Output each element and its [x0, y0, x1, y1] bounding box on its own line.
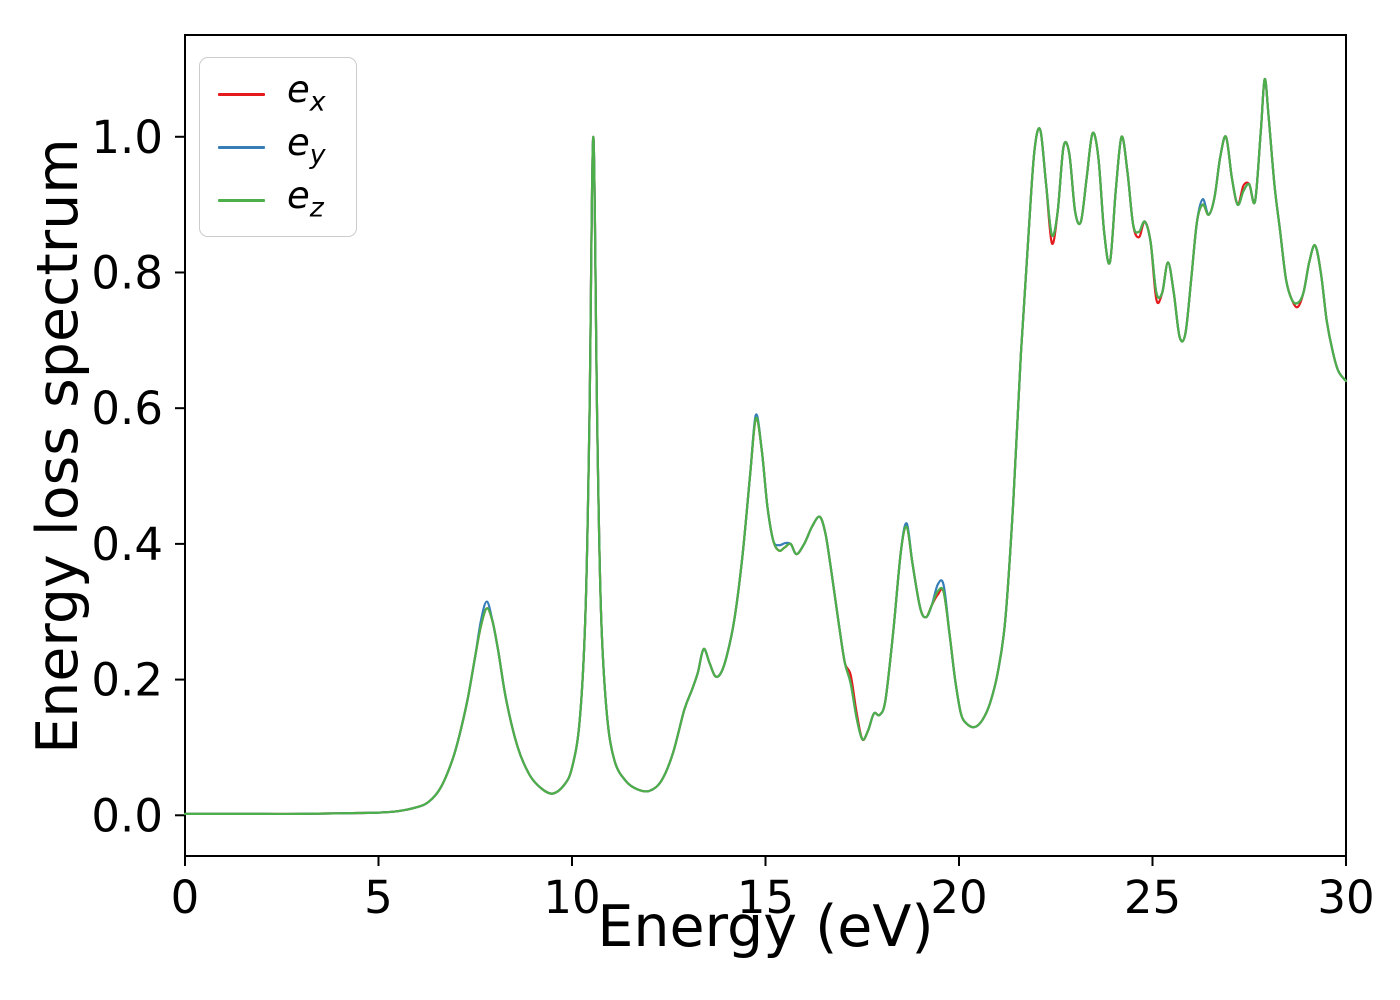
legend: ex ey ez — [199, 57, 357, 237]
x-tick-label: 15 — [737, 871, 794, 924]
y-tick-label: 0.0 — [91, 789, 163, 842]
x-tick-label: 0 — [171, 871, 200, 924]
y-tick-label: 0.4 — [91, 518, 163, 571]
y-tick-label: 0.8 — [91, 246, 163, 299]
x-tick-label: 20 — [930, 871, 987, 924]
y-axis-label: Energy loss spectrum — [25, 138, 91, 754]
y-tick-label: 0.6 — [91, 382, 163, 435]
legend-line-ey — [218, 145, 265, 149]
legend-line-ex — [218, 92, 265, 96]
y-tick-label: 1.0 — [91, 111, 163, 164]
x-tick-label: 10 — [543, 871, 600, 924]
x-tick-label: 30 — [1317, 871, 1374, 924]
plot-frame — [184, 34, 1347, 857]
series-line-e_z — [183, 77, 1348, 816]
legend-line-ez — [218, 198, 265, 202]
legend-label-ex: ex — [287, 68, 326, 118]
legend-label-ey: ey — [287, 121, 326, 171]
x-tick-label: 5 — [364, 871, 393, 924]
x-tick-label: 25 — [1124, 871, 1181, 924]
legend-entry-ex: ex — [218, 68, 326, 118]
legend-label-ez: ez — [287, 174, 324, 224]
legend-entry-ey: ey — [218, 121, 326, 171]
legend-entry-ez: ez — [218, 174, 326, 224]
y-tick-label: 0.2 — [91, 654, 163, 707]
x-axis-label: Energy (eV) — [597, 894, 934, 960]
